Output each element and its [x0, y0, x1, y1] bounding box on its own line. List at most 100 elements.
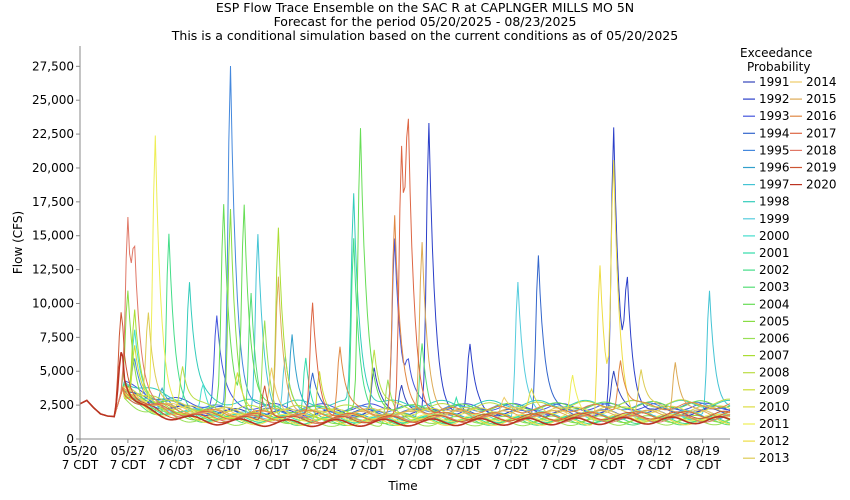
legend-label-2004: 2004 [759, 297, 790, 311]
y-tick-label: 0 [66, 432, 74, 446]
x-tick-label-time: 7 CDT [541, 458, 578, 472]
series-line-1997 [79, 234, 731, 421]
legend-label-2006: 2006 [759, 332, 790, 346]
x-tick-label: 05/20 [63, 444, 98, 458]
legend-subtitle: Probability [747, 60, 810, 74]
x-tick-label-time: 7 CDT [110, 458, 147, 472]
legend-label-2014: 2014 [806, 75, 837, 89]
chart-title: ESP Flow Trace Ensemble on the SAC R at … [215, 0, 635, 15]
plot-lines [79, 65, 731, 428]
legend-label-1998: 1998 [759, 195, 790, 209]
legend-label-2005: 2005 [759, 314, 790, 328]
legend-label-2003: 2003 [759, 280, 790, 294]
legend-label-2002: 2002 [759, 263, 790, 277]
x-tick-label: 07/15 [446, 444, 481, 458]
series-line-2015 [79, 242, 731, 419]
x-tick-label: 08/05 [590, 444, 625, 458]
series-line-1998 [79, 193, 730, 418]
legend-label-2019: 2019 [806, 161, 837, 175]
legend-label-2011: 2011 [759, 417, 790, 431]
x-tick-label-time: 7 CDT [205, 458, 242, 472]
y-axis-title: Flow (CFS) [11, 211, 25, 274]
x-tick-label-time: 7 CDT [158, 458, 195, 472]
chart-subtitle-conditions: This is a conditional simulation based o… [171, 28, 679, 43]
y-tick-label: 22,500 [32, 127, 74, 141]
series-line-2020 [79, 351, 731, 428]
legend-label-2010: 2010 [759, 400, 790, 414]
x-tick-label-time: 7 CDT [493, 458, 530, 472]
legend-label-2009: 2009 [759, 383, 790, 397]
y-tick-label: 10,000 [32, 296, 74, 310]
series-line-2017 [79, 118, 731, 421]
x-tick-label-time: 7 CDT [589, 458, 626, 472]
x-tick-label-time: 7 CDT [684, 458, 721, 472]
legend-label-2001: 2001 [759, 246, 790, 260]
x-tick-label: 05/27 [111, 444, 146, 458]
y-tick-label: 7,500 [40, 330, 74, 344]
legend-label-1996: 1996 [759, 161, 790, 175]
x-tick-label: 07/01 [350, 444, 385, 458]
series-line-2002 [79, 233, 731, 425]
y-tick-label: 27,500 [32, 59, 74, 73]
legend-label-2017: 2017 [806, 126, 837, 140]
x-tick-label-time: 7 CDT [397, 458, 434, 472]
legend-label-2008: 2008 [759, 366, 790, 380]
x-axis-title: Time [387, 479, 417, 493]
series-line-2016 [79, 215, 731, 418]
legend-label-1999: 1999 [759, 212, 790, 226]
legend-label-1993: 1993 [759, 109, 790, 123]
x-tick-label-time: 7 CDT [445, 458, 482, 472]
legend-label-2007: 2007 [759, 349, 790, 363]
y-tick-label: 2,500 [40, 398, 74, 412]
x-tick-label-time: 7 CDT [301, 458, 338, 472]
x-tick-label: 06/10 [206, 444, 241, 458]
series-line-2005 [79, 208, 731, 425]
series-line-2010 [79, 372, 731, 418]
legend-label-2013: 2013 [759, 451, 790, 465]
series-line-1993 [79, 238, 731, 418]
x-tick-label: 07/22 [494, 444, 529, 458]
series-line-2009 [79, 345, 731, 422]
legend-label-1997: 1997 [759, 178, 790, 192]
legend-label-1995: 1995 [759, 143, 790, 157]
legend-title: Exceedance [740, 46, 812, 60]
series-line-2019 [79, 312, 731, 424]
legend-label-1994: 1994 [759, 126, 790, 140]
x-tick-label: 06/17 [254, 444, 289, 458]
y-tick-label: 17,500 [32, 195, 74, 209]
x-tick-label-time: 7 CDT [349, 458, 386, 472]
series-line-2018 [79, 216, 730, 424]
legend-label-2016: 2016 [806, 109, 837, 123]
series-line-2004 [79, 128, 731, 418]
series-line-2007 [79, 227, 731, 421]
y-tick-label: 5,000 [40, 364, 74, 378]
legend-label-2015: 2015 [806, 92, 837, 106]
series-line-2008 [79, 349, 730, 418]
x-tick-label-time: 7 CDT [637, 458, 674, 472]
legend-label-1991: 1991 [759, 75, 790, 89]
y-tick-label: 15,000 [32, 229, 74, 243]
series-line-1994 [79, 255, 731, 418]
x-tick-label: 07/29 [542, 444, 577, 458]
axes: 0 2,500 5,000 7,500 10,000 12,500 15,000 17,500… [11, 46, 730, 493]
y-tick-label: 20,000 [32, 161, 74, 175]
legend-label-2000: 2000 [759, 229, 790, 243]
legend-label-2012: 2012 [759, 434, 790, 448]
series-line-1991 [79, 367, 731, 418]
x-tick-label-time: 7 CDT [62, 458, 99, 472]
chart-subtitle-period: Forecast for the period 05/20/2025 - 08/… [273, 14, 577, 29]
x-tick-label: 06/03 [158, 444, 193, 458]
y-tick-label: 25,000 [32, 93, 74, 107]
x-tick-label: 08/12 [637, 444, 672, 458]
x-tick-label: 06/24 [302, 444, 337, 458]
x-tick-label-time: 7 CDT [253, 458, 290, 472]
x-tick-label: 07/08 [398, 444, 433, 458]
series-line-2012 [79, 159, 731, 427]
y-tick-label: 12,500 [32, 263, 74, 277]
legend-label-2020: 2020 [806, 178, 837, 192]
legend-label-1992: 1992 [759, 92, 790, 106]
legend-label-2018: 2018 [806, 143, 837, 157]
chart-title-block: ESP Flow Trace Ensemble on the SAC R at … [0, 1, 850, 43]
